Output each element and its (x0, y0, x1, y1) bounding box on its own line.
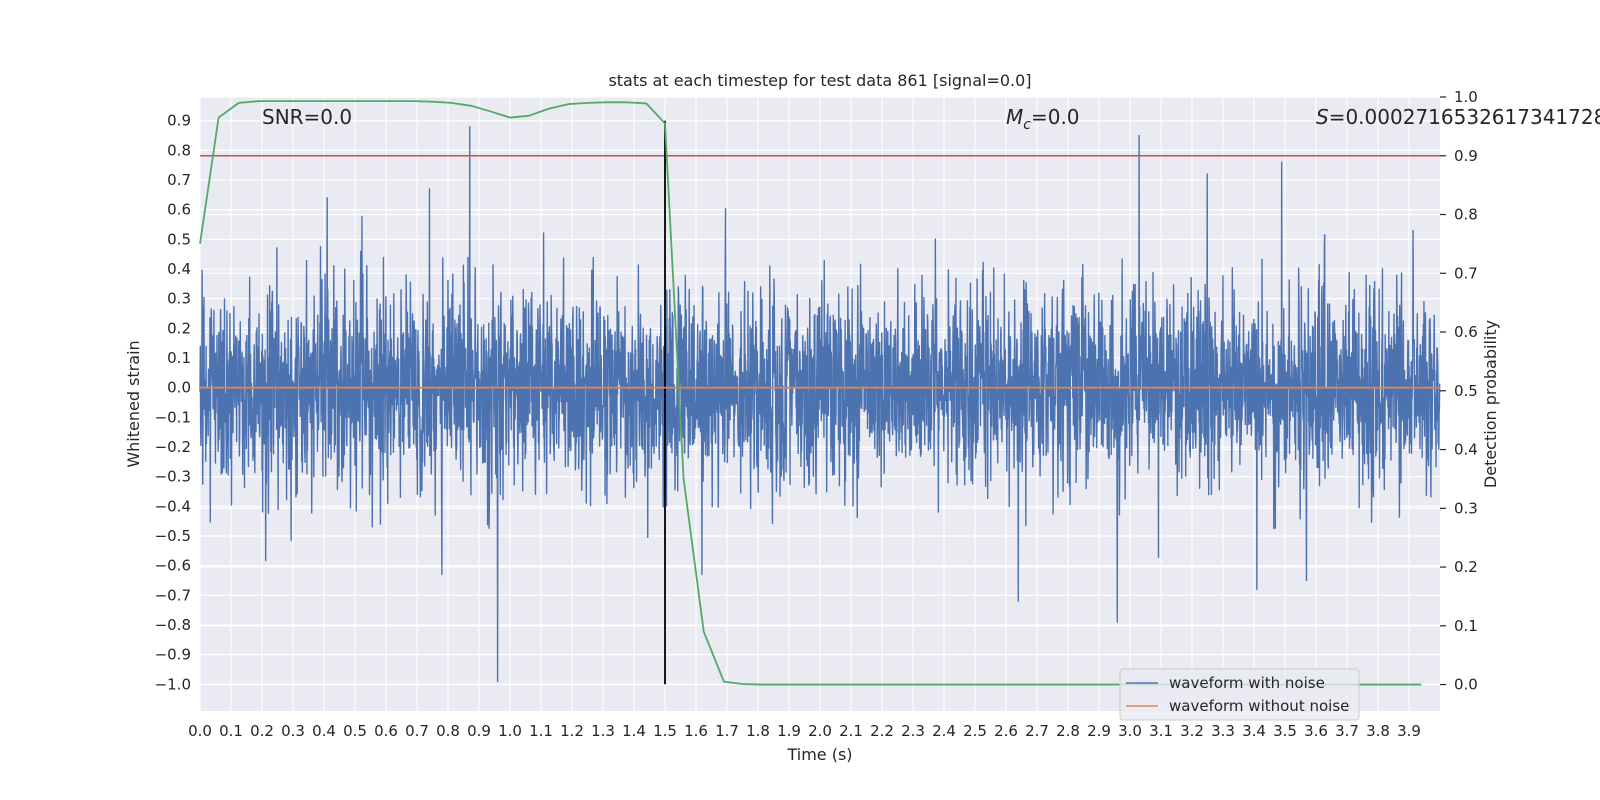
annotation-s-value: =0.0002716532617341728 (1329, 105, 1600, 129)
y-left-tick-label: −0.3 (155, 468, 191, 486)
x-tick-label: 2.3 (901, 722, 925, 740)
x-tick-label: 0.7 (405, 722, 429, 740)
reference-lines (200, 120, 1440, 685)
x-tick-label: 2.7 (1025, 722, 1049, 740)
x-tick-label: 3.9 (1397, 722, 1421, 740)
y-axis-left-label: Whitened strain (124, 340, 143, 467)
x-tick-label: 0.0 (188, 722, 212, 740)
annotation-chirp-mass: Mc=0.0 (1006, 105, 1080, 133)
y-left-tick-label: −0.4 (155, 497, 191, 515)
x-tick-label: 1.4 (622, 722, 646, 740)
x-tick-label: 3.1 (1149, 722, 1173, 740)
x-tick-label: 3.8 (1366, 722, 1390, 740)
x-tick-label: 2.5 (963, 722, 987, 740)
y-left-tick-label: 0.8 (167, 141, 191, 159)
y-left-tick-label: −0.7 (155, 586, 191, 604)
x-tick-label: 0.5 (343, 722, 367, 740)
y-left-tick-label: −0.5 (155, 527, 191, 545)
x-tick-label: 0.8 (436, 722, 460, 740)
x-tick-label: 3.3 (1211, 722, 1235, 740)
annotation-s: S=0.0002716532617341728 (1316, 105, 1600, 129)
x-tick-label: 1.9 (777, 722, 801, 740)
x-tick-label: 2.1 (839, 722, 863, 740)
y-right-tick-label: 0.5 (1454, 382, 1478, 400)
annotation-s-symbol: S (1316, 105, 1329, 129)
x-tick-label: 3.2 (1180, 722, 1204, 740)
y-left-tick-label: 0.0 (167, 379, 191, 397)
y-axis-right-ticks: 1.0 0.9 0.8 0.7 0.6 0.5 0.4 0.3 0.2 0.1 0.0 (1440, 88, 1478, 694)
x-tick-label: 0.2 (250, 722, 274, 740)
annotation-mc-subscript: c (1023, 117, 1031, 133)
x-tick-label: 0.9 (467, 722, 491, 740)
x-tick-label: 1.7 (715, 722, 739, 740)
y-left-tick-label: 0.4 (167, 260, 191, 278)
x-tick-label: 1.6 (684, 722, 708, 740)
x-tick-label: 1.0 (498, 722, 522, 740)
y-right-tick-label: 0.2 (1454, 558, 1478, 576)
legend-box (1119, 668, 1360, 721)
x-tick-label: 3.0 (1118, 722, 1142, 740)
legend: waveform with noise waveform without noi… (1119, 668, 1360, 721)
x-tick-label: 0.4 (312, 722, 336, 740)
x-tick-label: 2.2 (870, 722, 894, 740)
y-axis-left-ticks: 0.9 0.8 0.7 0.6 0.5 0.4 0.3 0.2 0.1 0.0 −0.1 −0.2 −0… (155, 112, 191, 694)
annotation-mc-value: =0.0 (1031, 105, 1080, 129)
y-left-tick-label: 0.1 (167, 349, 191, 367)
y-left-tick-label: −0.2 (155, 438, 191, 456)
series-detection-probability (199, 100, 1422, 686)
y-left-tick-label: −1.0 (155, 675, 191, 693)
x-tick-label: 1.1 (529, 722, 553, 740)
x-tick-label: 0.6 (374, 722, 398, 740)
x-tick-label: 2.6 (994, 722, 1018, 740)
detection-probability-line (199, 100, 1422, 686)
y-right-tick-label: 0.9 (1454, 147, 1478, 165)
x-tick-label: 0.1 (219, 722, 243, 740)
x-tick-label: 3.7 (1335, 722, 1359, 740)
y-right-tick-label: 1.0 (1454, 88, 1478, 106)
y-left-tick-label: 0.5 (167, 230, 191, 248)
y-left-tick-label: 0.3 (167, 290, 191, 308)
grid (199, 96, 1440, 711)
y-right-tick-label: 0.3 (1454, 499, 1478, 517)
x-tick-label: 3.5 (1273, 722, 1297, 740)
x-tick-label: 2.0 (808, 722, 832, 740)
series-waveform-with-noise (199, 125, 1441, 683)
annotation-snr: SNR=0.0 (262, 105, 352, 129)
y-right-tick-label: 0.4 (1454, 441, 1478, 459)
x-tick-label: 1.5 (653, 722, 677, 740)
y-left-tick-label: −0.6 (155, 557, 191, 575)
x-tick-label: 3.4 (1242, 722, 1266, 740)
y-right-tick-label: 0.1 (1454, 617, 1478, 635)
x-tick-label: 0.3 (281, 722, 305, 740)
y-left-tick-label: 0.2 (167, 319, 191, 337)
y-left-tick-label: −0.9 (155, 646, 191, 664)
legend-label-noise: waveform with noise (1169, 674, 1325, 692)
x-tick-label: 1.2 (560, 722, 584, 740)
y-right-tick-label: 0.7 (1454, 264, 1478, 282)
chart-title: stats at each timestep for test data 861… (608, 71, 1031, 90)
y-right-tick-label: 0.0 (1454, 676, 1478, 694)
x-tick-label: 2.4 (932, 722, 956, 740)
x-tick-label: 1.3 (591, 722, 615, 740)
y-left-tick-label: −0.1 (155, 408, 191, 426)
y-right-tick-label: 0.6 (1454, 323, 1478, 341)
legend-label-clean: waveform without noise (1169, 697, 1349, 715)
x-tick-label: 2.8 (1056, 722, 1080, 740)
y-left-tick-label: 0.6 (167, 201, 191, 219)
annotation-mc-symbol: M (1006, 105, 1023, 129)
x-tick-label: 3.6 (1304, 722, 1328, 740)
y-left-tick-label: 0.7 (167, 171, 191, 189)
y-right-tick-label: 0.8 (1454, 206, 1478, 224)
x-tick-label: 2.9 (1087, 722, 1111, 740)
x-axis-ticks: 0.0 0.1 0.2 0.3 0.4 0.5 0.6 0.7 0.8 0.9 1.0 1.1 1.2 1… (188, 722, 1421, 740)
x-tick-label: 1.8 (746, 722, 770, 740)
x-axis-label: Time (s) (786, 745, 852, 764)
y-left-tick-label: 0.9 (167, 112, 191, 130)
noise-waveform-line (199, 125, 1441, 683)
y-axis-right-label: Detection probability (1481, 320, 1500, 488)
y-left-tick-label: −0.8 (155, 616, 191, 634)
